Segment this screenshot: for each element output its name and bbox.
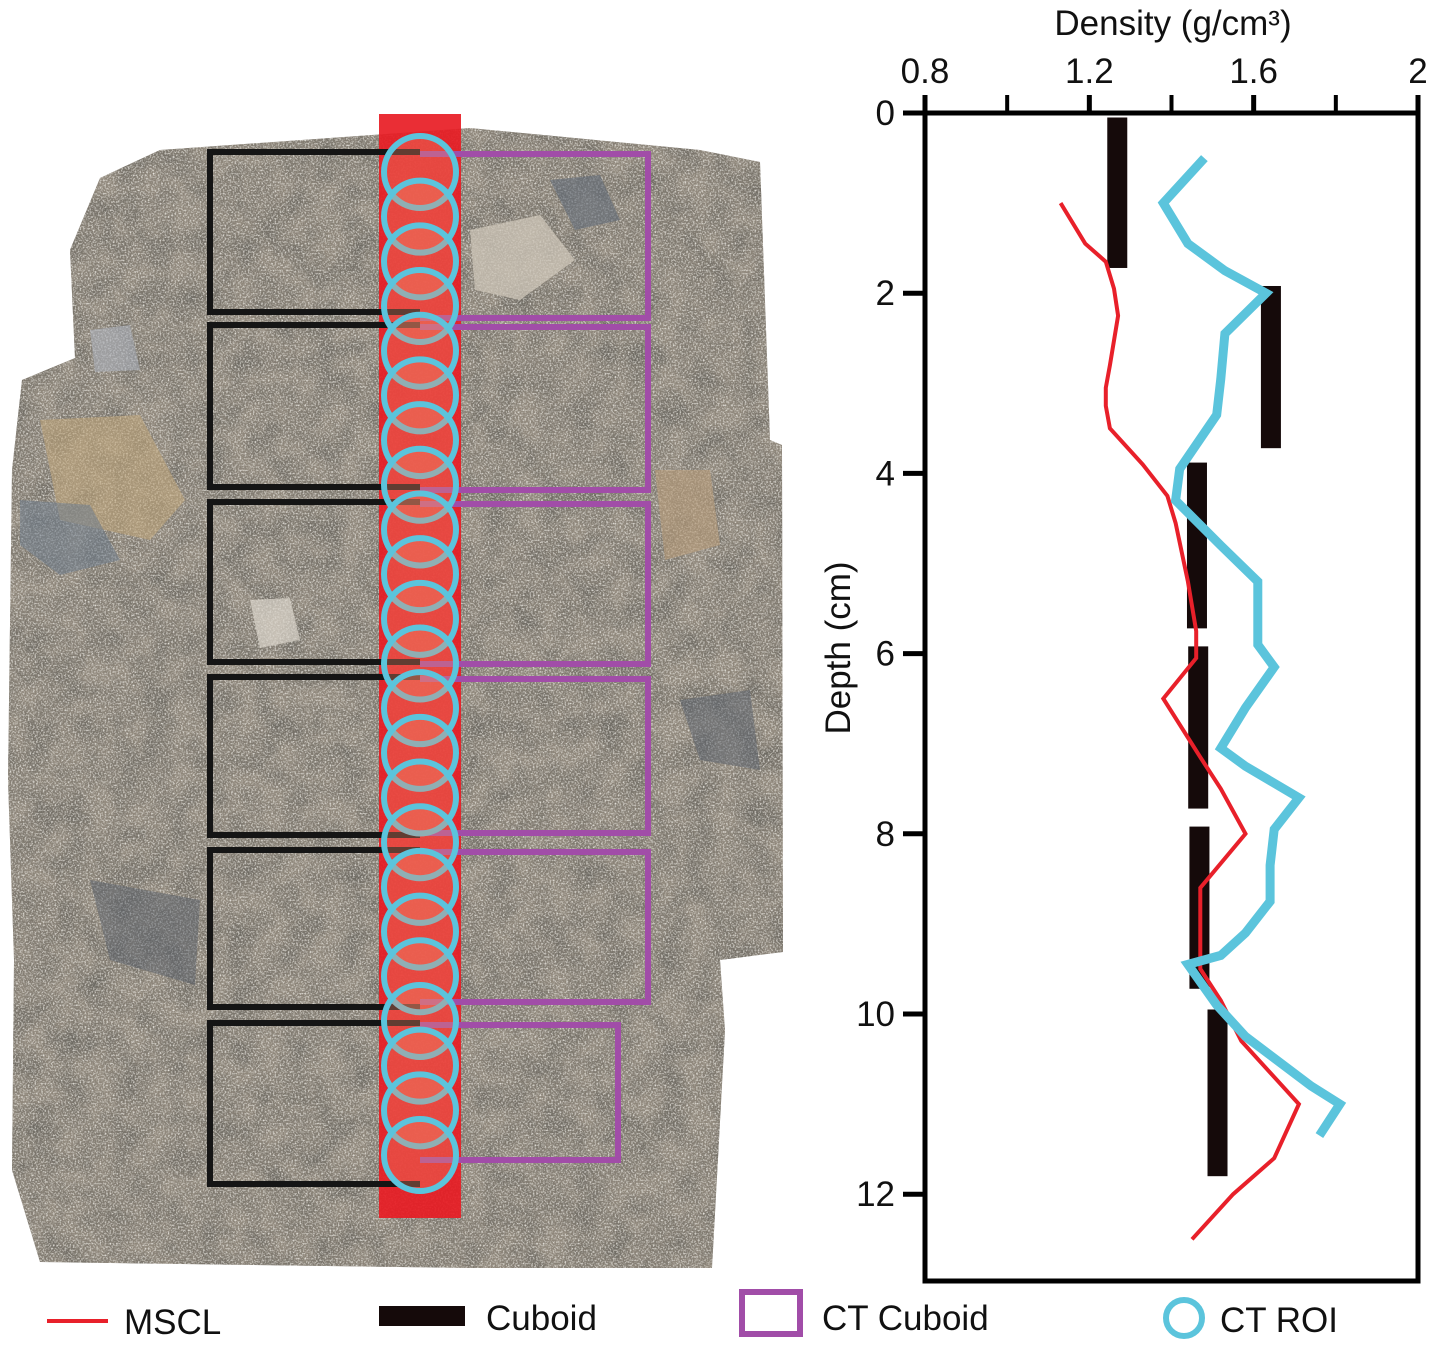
y-tick-label: 0 bbox=[876, 94, 895, 133]
y-tick-label: 10 bbox=[856, 995, 895, 1034]
ct-roi-circle bbox=[381, 267, 459, 346]
y-tick-label: 4 bbox=[876, 454, 895, 493]
legend-ct-cuboid-swatch bbox=[739, 1289, 803, 1337]
ct-cuboid-outline bbox=[420, 501, 651, 667]
ct-roi-circle bbox=[381, 981, 459, 1060]
ct-roi-circle bbox=[381, 133, 459, 211]
plot-series bbox=[1058, 117, 1347, 1241]
x-axis-ticks: 0.8 1.2 1.6 2 bbox=[901, 52, 1428, 113]
ct-roi-circle bbox=[381, 579, 459, 658]
ct-roi-circle bbox=[381, 892, 459, 971]
grey-clast bbox=[680, 690, 760, 770]
y-tick-label: 6 bbox=[876, 635, 895, 674]
ct-roi-circle bbox=[381, 1116, 459, 1194]
legend: MSCL Cuboid CT Cuboid CT ROI bbox=[47, 1289, 1338, 1342]
grey-clast bbox=[550, 175, 620, 230]
x-tick-label: 0.8 bbox=[901, 52, 950, 91]
y-tick-label: 2 bbox=[876, 274, 895, 313]
plot-frame bbox=[922, 110, 1421, 1284]
x-tick-label: 2 bbox=[1408, 52, 1427, 91]
ct-roi-circle bbox=[381, 356, 459, 435]
light-clast bbox=[250, 598, 300, 648]
ct-cuboid-outline bbox=[420, 1022, 621, 1163]
legend-mscl-label: MSCL bbox=[124, 1303, 221, 1342]
cuboid-outline bbox=[207, 149, 420, 315]
grey-clast bbox=[90, 880, 200, 985]
x-tick-label: 1.2 bbox=[1065, 52, 1114, 91]
ct-roi-circle bbox=[381, 401, 459, 480]
ct-roi-circle bbox=[381, 311, 459, 390]
y-axis-title: Depth (cm) bbox=[819, 561, 858, 734]
ct-roi-circles bbox=[381, 133, 459, 1194]
tan-clast bbox=[655, 470, 720, 560]
legend-ct-cuboid-label: CT Cuboid bbox=[822, 1299, 989, 1338]
cuboid-outline bbox=[207, 322, 420, 490]
ct-roi-circle bbox=[381, 1026, 459, 1105]
grey-clast bbox=[20, 500, 120, 575]
ct-roi-line bbox=[1157, 155, 1347, 1139]
cuboid-outline bbox=[207, 1020, 420, 1187]
ct-cuboid-outline bbox=[420, 324, 651, 493]
ct-roi-circle bbox=[381, 937, 459, 1016]
x-axis-title: Density (g/cm³) bbox=[1054, 4, 1291, 43]
ct-roi-circle bbox=[381, 847, 459, 926]
ct-cuboid-outline bbox=[420, 676, 651, 836]
cuboid-bar bbox=[1107, 117, 1128, 268]
ct-roi-circle bbox=[381, 535, 459, 614]
cuboid-outlines bbox=[207, 149, 420, 1187]
core-photo bbox=[8, 114, 783, 1268]
legend-cuboid-label: Cuboid bbox=[486, 1299, 597, 1338]
ct-roi-circle bbox=[381, 445, 459, 524]
legend-ct-roi-label: CT ROI bbox=[1220, 1301, 1338, 1340]
ct-cuboid-outline bbox=[420, 849, 651, 1005]
cuboid-bar bbox=[1207, 1009, 1228, 1177]
legend-ct-roi-swatch bbox=[1163, 1297, 1205, 1339]
light-clast bbox=[90, 325, 140, 372]
y-tick-label: 12 bbox=[856, 1175, 895, 1214]
ct-roi-circle bbox=[381, 1071, 459, 1150]
ct-cuboid-outlines bbox=[420, 151, 651, 1163]
ct-roi-circle bbox=[381, 624, 459, 703]
cuboid-bar bbox=[1186, 462, 1207, 629]
cuboid-outline bbox=[207, 674, 420, 838]
ct-roi-circle bbox=[381, 803, 459, 882]
ct-roi-circle bbox=[381, 222, 459, 301]
cuboid-outline bbox=[207, 847, 420, 1010]
light-clast bbox=[470, 215, 575, 300]
cuboid-bar bbox=[1188, 646, 1209, 809]
ct-roi-circle bbox=[381, 177, 459, 256]
cuboid-bar bbox=[1260, 285, 1281, 449]
ct-cuboid-outline bbox=[420, 151, 651, 321]
y-tick-label: 8 bbox=[876, 815, 895, 854]
y-axis-ticks: 0 2 4 6 8 10 12 bbox=[856, 94, 925, 1214]
ct-roi-circle bbox=[381, 713, 459, 792]
cuboid-outline bbox=[207, 499, 420, 665]
legend-cuboid-swatch bbox=[379, 1306, 465, 1326]
ct-roi-circle bbox=[381, 669, 459, 748]
density-plot: Density (g/cm³) Depth (cm) 0.8 1.2 1.6 2 0 2… bbox=[819, 4, 1428, 1284]
ct-roi-circle bbox=[381, 758, 459, 837]
ct-roi-circle bbox=[381, 490, 459, 569]
x-tick-label: 1.6 bbox=[1229, 52, 1278, 91]
